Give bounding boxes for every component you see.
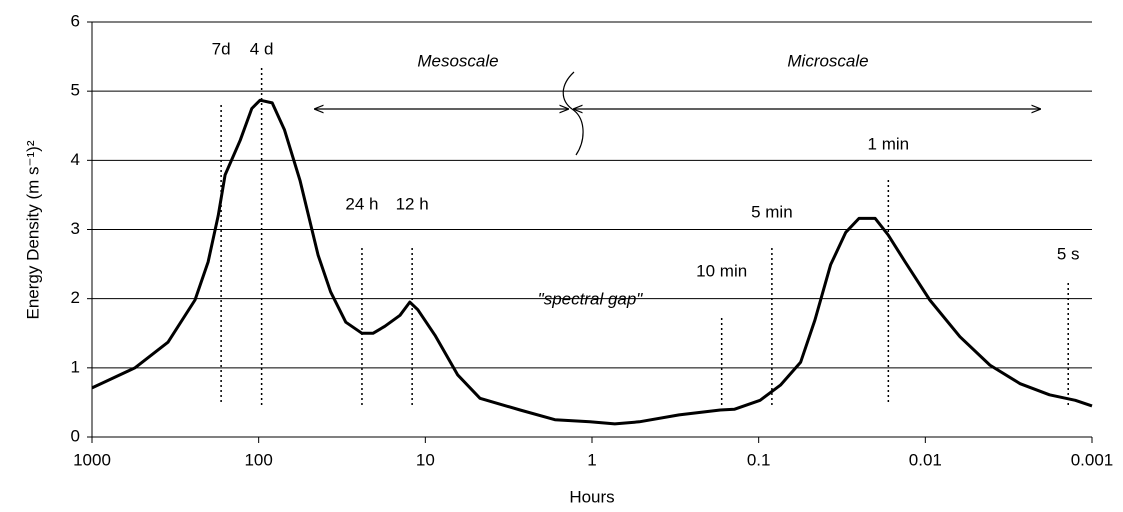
- x-tick-label: 10: [416, 450, 435, 469]
- x-tick-label: 0.001: [1071, 450, 1114, 469]
- period-label: 1 min: [868, 134, 910, 153]
- period-label: 24 h: [345, 194, 378, 213]
- period-label: 7d: [212, 39, 231, 58]
- y-tick-label: 6: [71, 11, 80, 30]
- x-axis-label: Hours: [569, 487, 614, 506]
- annotation: Microscale: [787, 51, 868, 70]
- x-tick-label: 1: [587, 450, 596, 469]
- x-tick-label: 0.1: [747, 450, 771, 469]
- x-tick-label: 0.01: [909, 450, 942, 469]
- y-tick-label: 5: [71, 81, 80, 100]
- period-label: 5 s: [1057, 244, 1080, 263]
- spectrum-line: [91, 98, 1093, 426]
- y-axis-label: Energy Density (m s⁻¹)²: [23, 140, 42, 319]
- period-label: 12 h: [396, 194, 429, 213]
- y-tick-label: 1: [71, 357, 80, 376]
- y-tick-label: 3: [71, 219, 80, 238]
- x-tick-label: 1000: [73, 450, 111, 469]
- period-label: 4 d: [250, 39, 274, 58]
- scale-divider: [562, 71, 584, 156]
- period-label: 5 min: [751, 202, 793, 221]
- y-tick-label: 4: [71, 150, 80, 169]
- y-tick-label: 2: [71, 288, 80, 307]
- y-tick-label: 0: [71, 426, 80, 445]
- x-tick-label: 100: [244, 450, 272, 469]
- period-label: 10 min: [696, 261, 747, 280]
- annotation: Mesoscale: [417, 51, 498, 70]
